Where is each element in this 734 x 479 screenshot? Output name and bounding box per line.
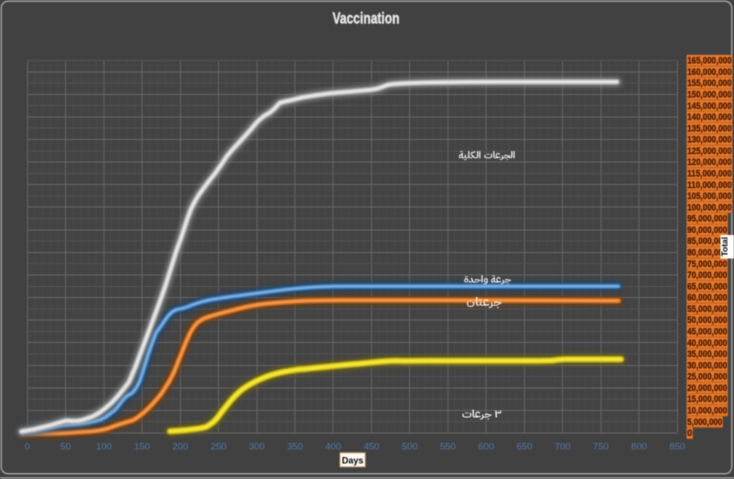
svg-text:145,000,000: 145,000,000 (687, 101, 732, 111)
svg-text:5,000,000: 5,000,000 (687, 417, 722, 427)
svg-text:50,000,000: 50,000,000 (687, 315, 727, 325)
svg-text:700: 700 (555, 442, 571, 453)
svg-text:55,000,000: 55,000,000 (687, 304, 727, 314)
svg-text:75,000,000: 75,000,000 (687, 259, 727, 269)
svg-text:0: 0 (687, 428, 692, 438)
svg-text:Total: Total (720, 237, 730, 257)
svg-text:60,000,000: 60,000,000 (687, 293, 727, 303)
svg-text:10,000,000: 10,000,000 (687, 406, 727, 416)
svg-text:135,000,000: 135,000,000 (687, 123, 732, 133)
svg-text:100: 100 (96, 442, 112, 453)
svg-text:350: 350 (287, 442, 303, 453)
svg-text:850: 850 (669, 442, 685, 453)
svg-text:100,000,000: 100,000,000 (687, 202, 732, 212)
svg-text:35,000,000: 35,000,000 (687, 349, 727, 359)
svg-text:25,000,000: 25,000,000 (687, 372, 727, 382)
svg-text:600: 600 (478, 442, 494, 453)
svg-text:0: 0 (25, 442, 30, 453)
svg-text:165,000,000: 165,000,000 (687, 56, 732, 66)
svg-text:120,000,000: 120,000,000 (687, 157, 732, 167)
svg-text:85,000,000: 85,000,000 (687, 236, 727, 246)
svg-text:150,000,000: 150,000,000 (687, 89, 732, 99)
svg-text:40,000,000: 40,000,000 (687, 338, 727, 348)
svg-text:Vaccination: Vaccination (333, 10, 400, 27)
svg-text:750: 750 (593, 442, 609, 453)
svg-text:650: 650 (516, 442, 532, 453)
svg-text:300: 300 (249, 442, 265, 453)
svg-text:140,000,000: 140,000,000 (687, 112, 732, 122)
svg-text:105,000,000: 105,000,000 (687, 191, 732, 201)
svg-text:550: 550 (440, 442, 456, 453)
svg-text:800: 800 (631, 442, 647, 453)
svg-text:450: 450 (364, 442, 380, 453)
svg-text:110,000,000: 110,000,000 (687, 180, 732, 190)
svg-text:250: 250 (211, 442, 227, 453)
svg-text:160,000,000: 160,000,000 (687, 67, 732, 77)
svg-text:90,000,000: 90,000,000 (687, 225, 727, 235)
svg-text:50: 50 (60, 442, 71, 453)
svg-text:155,000,000: 155,000,000 (687, 78, 732, 88)
svg-text:130,000,000: 130,000,000 (687, 135, 732, 145)
svg-text:20,000,000: 20,000,000 (687, 383, 727, 393)
svg-text:80,000,000: 80,000,000 (687, 247, 727, 257)
svg-text:200: 200 (172, 442, 188, 453)
svg-text:15,000,000: 15,000,000 (687, 394, 727, 404)
svg-text:70,000,000: 70,000,000 (687, 270, 727, 280)
svg-text:65,000,000: 65,000,000 (687, 281, 727, 291)
svg-text:95,000,000: 95,000,000 (687, 214, 727, 224)
svg-text:150: 150 (134, 442, 150, 453)
svg-text:400: 400 (325, 442, 341, 453)
svg-text:Days: Days (342, 455, 364, 465)
svg-text:30,000,000: 30,000,000 (687, 360, 727, 370)
svg-text:45,000,000: 45,000,000 (687, 327, 727, 337)
svg-text:500: 500 (402, 442, 418, 453)
svg-text:115,000,000: 115,000,000 (687, 168, 732, 178)
svg-text:125,000,000: 125,000,000 (687, 146, 732, 156)
